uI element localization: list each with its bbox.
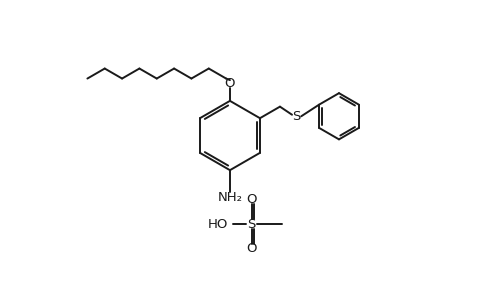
Text: HO: HO [208, 217, 228, 231]
Text: NH₂: NH₂ [217, 191, 243, 205]
Text: O: O [225, 77, 235, 91]
Text: O: O [246, 242, 257, 255]
Text: S: S [247, 217, 256, 231]
Text: S: S [292, 110, 301, 123]
Text: O: O [246, 193, 257, 206]
